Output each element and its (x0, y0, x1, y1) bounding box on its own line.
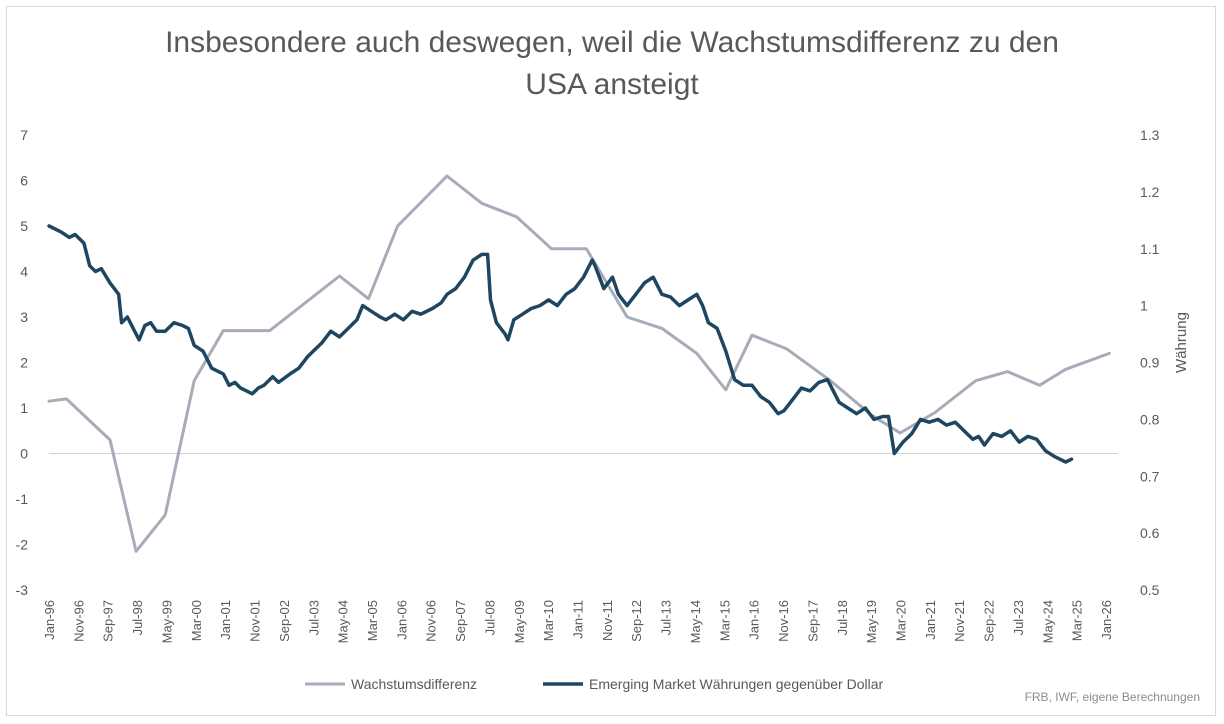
chart-title-line-1: Insbesondere auch deswegen, weil die Wac… (165, 26, 1059, 59)
x-tick-label: Mar-10 (541, 600, 556, 641)
x-tick-label: Sep-22 (982, 600, 997, 642)
y-right-tick-label: 0.7 (1140, 468, 1160, 484)
y-right-tick-label: 0.6 (1140, 525, 1160, 541)
x-tick-label: Jan-21 (923, 600, 938, 640)
x-tick-label: Sep-07 (453, 600, 468, 642)
y-left-tick-label: -3 (16, 582, 29, 598)
x-tick-label: Jul-03 (306, 600, 321, 635)
x-tick-label: Sep-12 (629, 600, 644, 642)
x-tick-label: Jul-23 (1011, 600, 1026, 635)
x-tick-label: Sep-02 (277, 600, 292, 642)
x-tick-label: Mar-00 (189, 600, 204, 641)
x-tick-label: Jan-11 (571, 600, 586, 639)
y-right-tick-label: 0.5 (1140, 582, 1160, 598)
x-tick-label: Nov-11 (600, 600, 615, 641)
x-tick-label: Jan-26 (1099, 600, 1114, 640)
y-right-tick-label: 0.8 (1140, 411, 1160, 427)
y-right-axis-title: Währung (1173, 312, 1190, 373)
x-tick-label: Sep-97 (101, 600, 116, 642)
x-tick-label: May-24 (1040, 600, 1055, 643)
y-left-tick-label: 6 (20, 173, 28, 189)
x-tick-label: May-99 (159, 600, 174, 643)
y-left-tick-label: -2 (16, 537, 29, 553)
x-tick-label: Jan-96 (42, 600, 57, 640)
series-line-em-waehrungen (47, 224, 1074, 464)
source-note: FRB, IWF, eigene Berechnungen (1024, 690, 1200, 704)
x-tick-label: Jul-08 (482, 600, 497, 635)
x-tick-label: Mar-20 (893, 600, 908, 641)
x-tick-label: Mar-05 (365, 600, 380, 641)
y-right-tick-label: 1.3 (1140, 127, 1160, 143)
y-right-tick-label: 1 (1140, 298, 1148, 314)
x-tick-label: Jul-18 (835, 600, 850, 635)
x-tick-label: Sep-17 (805, 600, 820, 642)
x-tick-label: Jan-06 (394, 600, 409, 640)
x-tick-label: Jul-98 (130, 600, 145, 635)
chart-title-line-2: USA ansteigt (525, 68, 699, 101)
x-tick-label: May-19 (864, 600, 879, 643)
x-tick-label: May-04 (336, 600, 351, 643)
y-right-tick-label: 0.9 (1140, 355, 1160, 371)
x-tick-label: Mar-25 (1070, 600, 1085, 641)
x-tick-label: Jul-13 (659, 600, 674, 635)
x-tick-label: Nov-96 (71, 600, 86, 642)
y-left-tick-label: -1 (16, 491, 29, 507)
x-tick-label: Jan-16 (747, 600, 762, 640)
legend-label-wachstumsdifferenz: Wachstumsdifferenz (351, 676, 477, 692)
y-left-tick-label: 3 (20, 309, 28, 325)
x-tick-label: Nov-06 (424, 600, 439, 642)
y-left-tick-label: 7 (20, 127, 28, 143)
x-tick-label: May-14 (688, 600, 703, 643)
y-right-tick-label: 1.2 (1140, 184, 1160, 200)
x-tick-label: Jan-01 (218, 600, 233, 640)
legend-label-em-waehrungen: Emerging Market Währungen gegenüber Doll… (589, 676, 883, 692)
x-tick-label: Nov-01 (248, 600, 263, 642)
y-left-tick-label: 5 (20, 218, 28, 234)
x-tick-label: Nov-21 (952, 600, 967, 642)
y-left-tick-label: 0 (20, 446, 28, 462)
y-left-tick-label: 2 (20, 355, 28, 371)
x-tick-label: May-09 (512, 600, 527, 643)
chart-title: Insbesondere auch deswegen, weil die Wac… (0, 22, 1224, 106)
x-tick-label: Mar-15 (717, 600, 732, 641)
y-right-tick-label: 1.1 (1140, 241, 1160, 257)
y-left-tick-label: 4 (20, 264, 28, 280)
x-tick-label: Nov-16 (776, 600, 791, 642)
y-left-tick-label: 1 (20, 400, 28, 416)
